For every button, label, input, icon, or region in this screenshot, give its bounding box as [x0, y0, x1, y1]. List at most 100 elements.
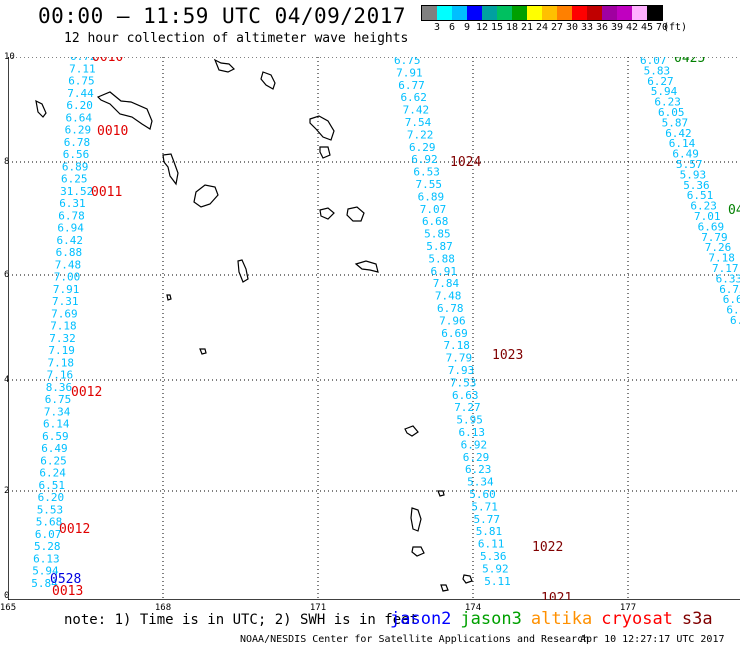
- island: [96, 91, 153, 130]
- swh-value: 6.78: [437, 302, 464, 315]
- time-label: 0011: [91, 185, 122, 200]
- island: [237, 259, 249, 283]
- swh-value: 6.23: [465, 463, 492, 476]
- swh-value: 6.13: [33, 552, 60, 565]
- swh-value: 6.51: [730, 314, 740, 327]
- time-label: 0528: [50, 572, 81, 587]
- swh-value: 6.91: [431, 265, 458, 278]
- swh-value: 6.25: [40, 454, 67, 467]
- swh-value: 5.36: [683, 179, 710, 192]
- island: [162, 153, 179, 186]
- swh-value: 7.34: [44, 405, 71, 418]
- time-label: 0010: [92, 57, 123, 65]
- satellite-legend: jason2 jason3 altika cryosat s3a: [390, 609, 722, 629]
- grid-lines: [8, 57, 740, 600]
- swh-value: 7.84: [433, 277, 460, 290]
- swh-value: 5.94: [651, 85, 678, 98]
- swh-value: 7.18: [48, 356, 75, 369]
- swh-value: 6.05: [658, 106, 685, 119]
- chart-subtitle: 12 hour collection of altimeter wave hei…: [64, 31, 409, 46]
- swh-value: 6.51: [687, 189, 714, 202]
- y-tick-label: 0: [4, 591, 10, 601]
- credit-line: NOAA/NESDIS Center for Satellite Applica…: [240, 634, 590, 645]
- legend-swatch: [557, 6, 572, 20]
- legend-label: 21: [520, 22, 534, 33]
- swh-value: 5.87: [662, 116, 689, 129]
- legend-labels: 3 6 9 12 15 18 21 24 27 30 33 36 39 42 45 70 (ft): [421, 21, 687, 33]
- legend-label: 15: [490, 22, 504, 33]
- satellite-s3a: s3a: [681, 609, 713, 629]
- legend-swatch: [467, 6, 482, 20]
- swh-value: 6.77: [398, 79, 425, 92]
- swh-value: 5.84: [31, 577, 58, 590]
- swh-value: 6.56: [63, 148, 90, 161]
- swh-value: 6.94: [57, 222, 84, 235]
- y-tick-label: 2: [4, 486, 10, 496]
- x-tick-label: 171: [309, 603, 327, 613]
- island: [199, 348, 207, 355]
- swh-value: 7.32: [49, 332, 76, 345]
- swh-value: 7.48: [435, 290, 462, 303]
- y-tick-label: 6: [4, 270, 10, 280]
- island: [437, 490, 445, 497]
- swh-value: 6.20: [38, 491, 65, 504]
- swh-value: 6.23: [654, 96, 681, 109]
- swh-value: 6.75: [45, 393, 72, 406]
- swh-value: 5.93: [680, 168, 707, 181]
- legend-label: 27: [550, 22, 564, 33]
- swh-value: 6.62: [400, 91, 427, 104]
- island: [166, 294, 172, 301]
- legend-label: 9: [463, 22, 471, 33]
- legend-swatch: [527, 6, 542, 20]
- swh-value: 6.33: [716, 272, 740, 285]
- y-tick-label: 8: [4, 157, 10, 167]
- swh-value: 7.27: [454, 401, 481, 414]
- time-label: 0013: [52, 584, 83, 599]
- island-outlines: [35, 58, 473, 592]
- island: [440, 584, 449, 592]
- swh-value: 6.51: [39, 479, 66, 492]
- swh-value: 6.78: [64, 136, 90, 149]
- swh-value: 6.49: [672, 148, 699, 161]
- swh-value: 6.63: [452, 389, 479, 402]
- swh-value: 7.18: [708, 252, 735, 265]
- swh-value: 7.42: [403, 104, 430, 117]
- legend-label: 6: [448, 22, 456, 33]
- swh-value: 7.17: [712, 262, 739, 275]
- swh-value: 6.20: [66, 99, 93, 112]
- island: [410, 507, 422, 532]
- x-tick-label: 165: [0, 603, 17, 613]
- swh-value: 6.07: [35, 528, 62, 541]
- swh-value: 7.93: [448, 364, 475, 377]
- swh-value: 5.71: [471, 500, 498, 513]
- legend-label: 39: [610, 22, 624, 33]
- swh-value: 6.23: [690, 200, 717, 213]
- swh-value: 7.07: [420, 203, 447, 216]
- swh-value: 6.75: [719, 283, 740, 296]
- swh-value: 6.25: [61, 173, 88, 186]
- legend-swatch: [602, 6, 617, 20]
- swh-value: 7.55: [416, 178, 443, 191]
- time-label: 1023: [492, 348, 523, 363]
- x-tick-label: 177: [619, 603, 637, 613]
- swh-value: 5.92: [482, 562, 509, 575]
- swh-value: 5.57: [676, 158, 703, 171]
- swh-value: 7.26: [705, 241, 732, 254]
- time-label: 1021: [541, 591, 572, 600]
- swh-value: 7.91: [53, 283, 80, 296]
- x-tick-label: 168: [154, 603, 172, 613]
- swh-value: 5.81: [476, 525, 503, 538]
- wave-height-map: 6.727.116.757.446.206.646.296.786.566.89…: [8, 57, 740, 600]
- legend-label: 42: [625, 22, 639, 33]
- island: [319, 207, 335, 220]
- swh-value: 5.53: [37, 503, 64, 516]
- swh-value: 7.00: [54, 271, 81, 284]
- swh-value: 6.14: [43, 418, 70, 431]
- swh-value: 6.24: [39, 467, 66, 480]
- swh-value: 6.78: [58, 209, 85, 222]
- time-label: 1024: [450, 155, 481, 170]
- swh-value: 6.29: [65, 124, 92, 137]
- legend-swatch: [512, 6, 527, 20]
- swh-value: 6.92: [411, 153, 438, 166]
